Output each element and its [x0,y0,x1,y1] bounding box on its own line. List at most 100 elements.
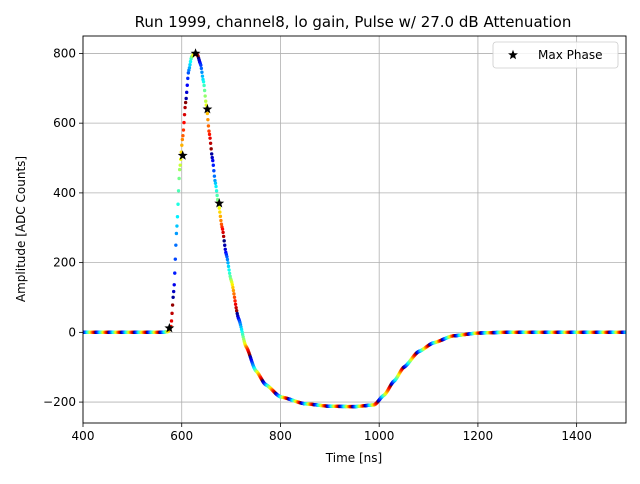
waveform-point [174,243,178,247]
waveform-point [206,124,211,128]
waveform-point [183,105,187,110]
axis-layer: 400 600 800 1000 1200 1400 −200 0 200 400 600 800 [43,46,592,443]
waveform-point [169,319,174,323]
waveform-point [211,158,215,163]
x-tick-label: 1400 [561,429,592,443]
x-tick-label: 600 [170,429,193,443]
x-tick-label: 1200 [463,429,494,443]
waveform-point [227,268,231,272]
legend-label-max-phase: Max Phase [538,48,602,62]
waveform-point [215,193,219,198]
waveform-point [180,143,184,147]
waveform-point [180,137,185,142]
waveform-point [230,282,235,287]
waveform-point [187,66,192,70]
max-phase-star [190,48,201,58]
waveform-point [207,132,212,137]
waveform-point [203,94,207,98]
waveform-point [185,90,189,95]
waveform-point [200,74,205,78]
waveform-point [227,271,232,276]
waveform-point [212,174,217,178]
waveform-point [170,303,175,307]
waveform-point [219,222,224,226]
waveform-point [183,100,188,105]
waveform-point [182,120,186,125]
legend-box [492,41,619,69]
y-axis-label: Amplitude [ADC Counts] [14,156,28,302]
max-phase-star [177,150,188,160]
chart-title: Run 1999, channel8, lo gain, Pulse w/ 27… [135,13,572,31]
waveform-point [225,257,230,262]
waveform-point [218,214,223,219]
waveform-point [222,239,226,243]
waveform-point [207,129,211,133]
x-tick-label: 1000 [364,429,395,443]
waveform-point [186,71,191,75]
waveform-point [214,189,219,193]
waveform-point [208,136,212,140]
waveform-point [177,176,181,181]
waveform-point [176,202,180,206]
waveform-point [202,88,207,93]
waveform-point [234,309,239,313]
y-tick-label: −200 [43,395,76,409]
waveform-point [223,243,227,247]
legend-star-marker [508,49,518,60]
waveform-point [176,189,181,193]
waveform-point [173,257,178,261]
waveform-point [211,163,216,167]
waveform-point [231,288,236,293]
waveform-point [240,330,244,334]
waveform-point [205,111,210,116]
waveform-point [232,295,237,300]
max-phase-markers [164,48,225,333]
y-tick-label: 400 [53,186,76,200]
waveform-point [172,283,176,287]
waveform-point [181,128,186,132]
waveform-point [213,181,218,185]
y-tick-label: 800 [53,46,76,60]
waveform-point [173,271,177,275]
waveform-point [231,285,235,290]
waveform-point [239,327,244,332]
waveform-point [188,59,193,64]
waveform-point [220,227,225,231]
waveform-point [233,302,238,306]
waveform-point [226,261,230,265]
waveform-point [206,117,210,122]
waveform-point [214,184,218,189]
waveform-point [175,224,179,228]
waveform-point [199,63,203,67]
waveform-point [221,230,225,235]
max-phase-star [202,104,213,114]
x-axis-label: Time [ns] [325,451,382,465]
waveform-point [201,80,206,84]
y-tick-label: 200 [53,256,76,270]
waveform-point [171,289,176,294]
waveform-point [177,167,182,172]
waveform-point [175,215,180,219]
waveform-point [181,134,185,138]
waveform-point [218,210,222,214]
waveform-point [225,254,229,259]
waveform-point [178,163,182,167]
max-phase-star [214,198,225,208]
waveform-point [200,70,204,74]
waveform-point [185,83,189,87]
waveform-point [232,292,236,296]
waveform-point [223,247,227,251]
waveform-point [219,218,223,223]
waveform-point [209,152,214,156]
waveform-point [210,155,214,160]
plot-frame [82,35,627,424]
grid-layer [82,36,626,423]
y-tick-label: 600 [53,116,76,130]
waveform-point [184,96,188,101]
x-tick-label: 800 [269,429,292,443]
max-phase-star [164,322,175,333]
waveform-point [208,141,213,145]
